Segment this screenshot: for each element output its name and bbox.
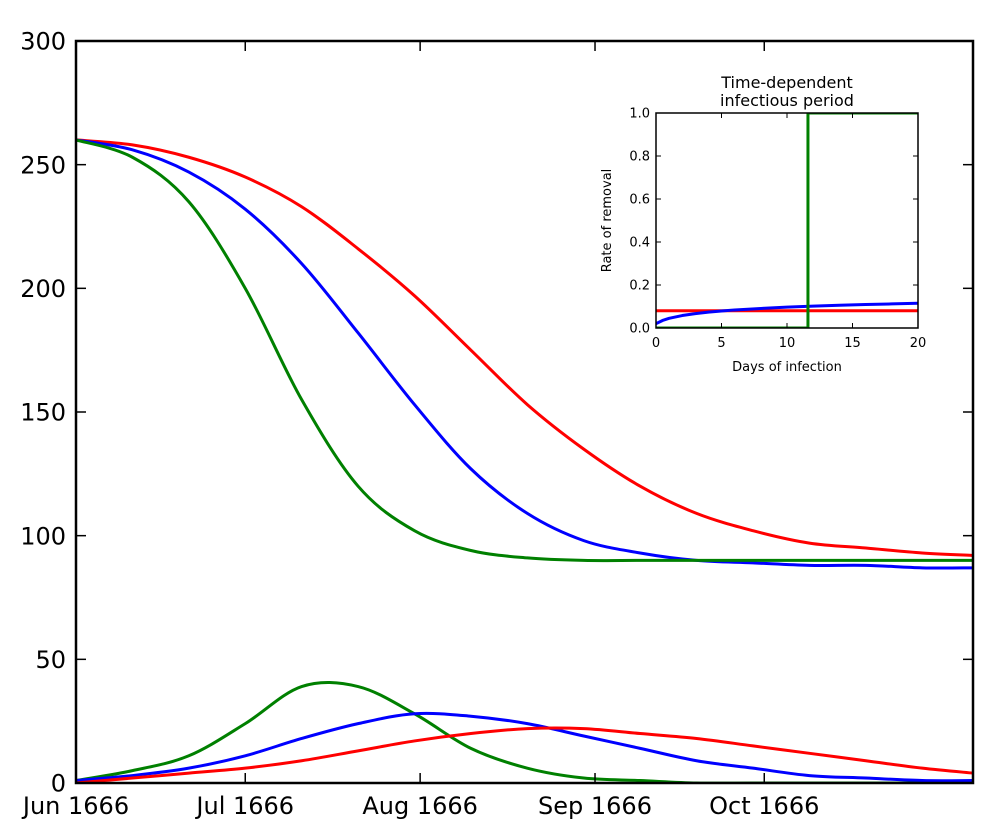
main-y-tick-label: 150	[20, 399, 66, 427]
main-y-tick-label: 250	[20, 151, 66, 179]
inset-title-line: infectious period	[720, 91, 854, 110]
inset-y-axis-label: Rate of removal	[600, 169, 615, 273]
main-x-tick-label: Sep 1666	[538, 792, 652, 820]
inset-background	[656, 113, 918, 328]
main-y-tick-label: 100	[20, 522, 66, 550]
inset-y-tick-label: 0.4	[629, 236, 650, 251]
main-series-line-5	[76, 726, 973, 783]
main-y-tick-label: 0	[51, 770, 66, 798]
inset-x-axis-label: Days of infection	[732, 360, 842, 375]
inset-x-tick-label: 10	[779, 336, 796, 351]
main-x-tick-label: Jun 1666	[21, 792, 129, 820]
inset-x-tick-label: 0	[652, 336, 660, 351]
inset-y-tick-label: 0.0	[629, 322, 650, 337]
inset-y-tick-label: 0.2	[629, 279, 650, 294]
main-x-tick-label: Oct 1666	[709, 792, 819, 820]
main-series-line-1	[76, 138, 973, 570]
inset-x-tick-label: 5	[717, 336, 725, 351]
main-series-line-0	[76, 138, 973, 557]
main-y-tick-label: 50	[35, 646, 66, 674]
inset-x-tick-label: 20	[910, 336, 927, 351]
main-y-tick-label: 200	[20, 275, 66, 303]
inset-series-line-1	[656, 301, 918, 326]
inset-title-line: Time-dependent	[720, 73, 852, 92]
main-series-line-3	[76, 681, 973, 783]
inset-y-tick-label: 0.8	[629, 150, 650, 165]
inset-series-line-2	[656, 113, 918, 328]
inset-x-tick-label: 15	[844, 336, 861, 351]
main-series-line-4	[76, 711, 973, 783]
main-y-tick-label: 300	[20, 28, 66, 56]
main-series-line-2	[76, 138, 973, 563]
inset-plot: 0.0 0.2 0.4 0.6 0.8 1.0 0 5 10 15 20 Days of infect…	[600, 73, 926, 375]
main-x-tick-label: Jul 1666	[194, 792, 294, 820]
inset-y-tick-label: 1.0	[629, 107, 650, 122]
main-x-tick-label: Aug 1666	[362, 792, 478, 820]
inset-y-tick-label: 0.6	[629, 193, 650, 208]
